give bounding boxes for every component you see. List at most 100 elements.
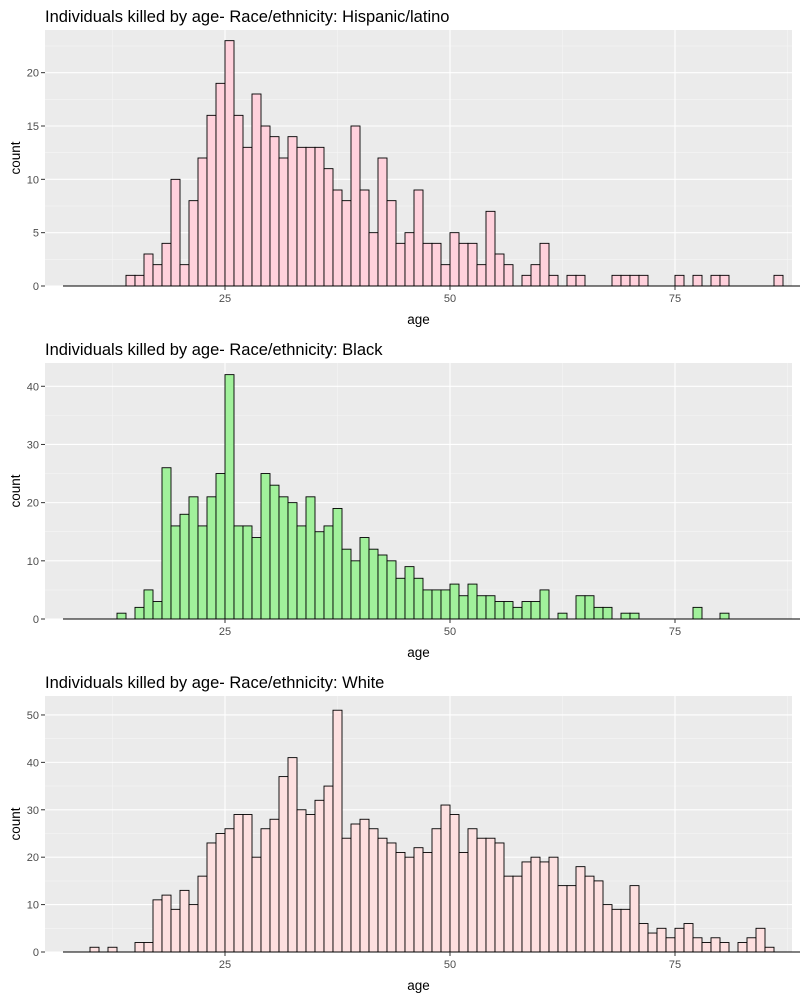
panel-2-y-axis-label: count <box>8 474 23 507</box>
panel-3-bar <box>332 709 343 953</box>
panel-3-bar <box>512 875 523 953</box>
panel-3-bar <box>323 785 334 953</box>
panel-1-bar <box>359 189 370 287</box>
panel-3-y-tick-label: 0 <box>33 947 39 959</box>
panel-3-bar <box>557 885 568 953</box>
panel-3-bar <box>377 837 388 953</box>
panel-1-bar <box>539 242 550 287</box>
panel-3-bar <box>449 814 460 953</box>
panel-2-bar <box>206 496 217 620</box>
panel-1-bar <box>125 274 136 287</box>
panel-1-bar <box>503 264 514 287</box>
panel-1-bar <box>377 157 388 287</box>
panel-2-bar <box>350 560 361 620</box>
panel-3-bar <box>638 923 649 953</box>
panel-1-bar <box>719 274 730 287</box>
panel-2-bar <box>278 496 289 620</box>
panel-2-y-tick-label: 40 <box>27 381 39 393</box>
panel-2-bar <box>170 525 181 620</box>
panel-3-bar <box>647 932 658 953</box>
panel-1-chart: Individuals killed by age- Race/ethnicit… <box>8 8 800 327</box>
panel-3-bar <box>683 923 694 953</box>
panel-3-bar <box>530 856 541 953</box>
panel-1-title: Individuals killed by age- Race/ethnicit… <box>45 8 449 26</box>
panel-2-bar <box>557 612 568 620</box>
panel-3-bar <box>341 837 352 953</box>
panel-1-bar <box>269 136 280 287</box>
panel-3-bar <box>215 833 226 953</box>
panel-3-y-tick-label: 40 <box>27 757 39 769</box>
panel-2-bar <box>485 595 496 620</box>
panel-3-bar <box>629 885 640 953</box>
panel-2-bar <box>629 612 640 620</box>
panel-3-bar <box>665 937 676 953</box>
panel-2-bar <box>179 513 190 620</box>
panel-3-bar <box>296 809 307 953</box>
panel-3-bar <box>386 842 397 953</box>
panel-2-bar <box>152 601 163 620</box>
panel-2-bar <box>575 595 586 620</box>
panel-1-bar <box>206 114 217 287</box>
panel-2-bar <box>395 577 406 620</box>
panel-1-bar <box>197 157 208 287</box>
panel-2-bar <box>215 473 226 620</box>
panel-1-y-tick-label: 0 <box>33 281 39 293</box>
panel-1-bar <box>674 274 685 287</box>
panel-2-bar <box>413 577 424 620</box>
panel-1-bar <box>134 274 145 287</box>
panel-1-bar <box>305 146 316 287</box>
panel-2-bar <box>530 601 541 620</box>
panel-2-bar <box>296 525 307 620</box>
panel-2-y-tick-label: 0 <box>33 614 39 626</box>
panel-3-y-tick-label: 50 <box>27 710 39 722</box>
panel-3-bar <box>521 861 532 953</box>
panel-1-bar <box>170 178 181 287</box>
panel-2-bar <box>449 583 460 620</box>
panel-2-bar <box>332 508 343 620</box>
panel-1-x-tick-label: 25 <box>219 293 231 305</box>
panel-2-bar <box>224 374 235 620</box>
panel-3-bar <box>440 804 451 953</box>
panel-3-bar <box>89 946 100 953</box>
panel-1-bar <box>476 264 487 287</box>
panel-3-bar <box>197 875 208 953</box>
panel-2-bar <box>134 606 145 620</box>
panel-1-bar <box>143 253 154 287</box>
panel-1-bar <box>710 274 721 287</box>
panel-3-bar <box>233 814 244 953</box>
panel-2-y-tick-label: 20 <box>27 498 39 510</box>
panel-1-bar <box>152 264 163 287</box>
panel-3-bar <box>674 927 685 953</box>
panel-2-bar <box>422 589 433 620</box>
panel-2-bar <box>368 548 379 620</box>
panel-1-bar <box>530 264 541 287</box>
panel-1-bar <box>179 264 190 287</box>
panel-3-bar <box>179 889 190 953</box>
panel-2-bar <box>512 606 523 620</box>
panel-3-x-tick-label: 25 <box>219 959 231 971</box>
panel-3-bar <box>314 799 325 953</box>
panel-3-bar <box>242 814 253 953</box>
panel-3-bar <box>251 856 262 953</box>
panel-3-bar <box>107 946 118 953</box>
panel-3-bar <box>368 828 379 953</box>
panel-2-bar <box>287 502 298 620</box>
panel-3-bar <box>467 828 478 953</box>
panel-3-bar <box>269 818 280 953</box>
panel-3-title: Individuals killed by age- Race/ethnicit… <box>45 674 384 692</box>
panel-2-bar <box>404 566 415 620</box>
panel-1-bar <box>548 274 559 287</box>
panel-3-bar <box>656 927 667 953</box>
panel-3-bar <box>494 842 505 953</box>
panel-3-bar <box>152 899 163 953</box>
panel-1-bar <box>314 146 325 287</box>
panel-2-y-tick-label: 10 <box>27 556 39 568</box>
panel-3-bar <box>737 942 748 953</box>
panel-1-bar <box>458 242 469 287</box>
panel-3-bar <box>755 927 766 953</box>
panel-2-bar <box>494 601 505 620</box>
panel-1-bar <box>233 114 244 287</box>
panel-3-bar <box>431 828 442 953</box>
panel-3-bar <box>485 837 496 953</box>
